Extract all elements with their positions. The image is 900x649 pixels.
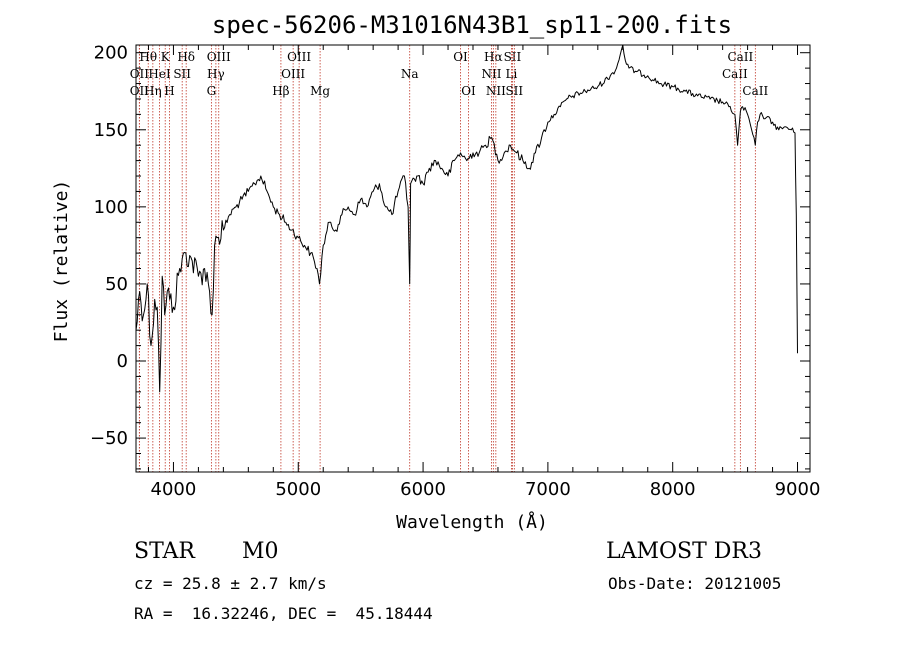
x-tick-label: 9000	[775, 479, 821, 500]
spectral-line-label: Na	[401, 67, 419, 81]
spectral-line-label: CaII	[742, 84, 768, 98]
axes: 4000 5000 6000 7000 8000 9000 −50 0 50 100 150 200	[90, 43, 820, 500]
spectral-line-markers: HθHηOIIOIIHeIKHSIIHδGHγOIIIHβOIIIOIIIMgN…	[130, 45, 768, 472]
spectral-line-label: NII	[481, 67, 501, 81]
spectrum-series-line	[135, 44, 798, 393]
spectral-line-label: Mg	[310, 84, 330, 98]
x-tick-label: 5000	[275, 479, 321, 500]
x-tick-label: 8000	[650, 479, 696, 500]
spectral-line-label: Hθ	[139, 50, 157, 64]
spectral-line-label: CaII	[727, 50, 753, 64]
y-tick-label: 200	[94, 43, 128, 64]
spectrum-chart: spec-56206-M31016N43B1_sp11-200.fits Hθ H…	[51, 11, 820, 533]
spectrum-data	[135, 44, 798, 393]
y-tick-label: 50	[105, 274, 128, 295]
y-tick-label: 0	[117, 351, 128, 372]
spectral-line-label: Hβ	[272, 84, 289, 98]
survey-name: LAMOST DR3	[606, 539, 762, 564]
chart-title: spec-56206-M31016N43B1_sp11-200.fits	[212, 11, 732, 39]
plot-frame	[135, 44, 811, 473]
x-tick-label: 6000	[400, 479, 446, 500]
spectral-line-label: NII	[486, 84, 506, 98]
spectral-line-label: Hα	[484, 50, 503, 64]
spectral-line-label: HeI	[148, 67, 171, 81]
spectral-line-label: H	[164, 84, 174, 98]
redshift-readout: cz = 25.8 ± 2.7 km/s	[134, 574, 327, 593]
coordinates-readout: RA = 16.32246, DEC = 45.18444	[134, 604, 433, 623]
observation-date: Obs-Date: 20121005	[608, 574, 782, 593]
spectral-line-label: OIII	[207, 50, 231, 64]
object-class: STAR	[134, 539, 195, 564]
x-axis-label: Wavelength (Å)	[396, 511, 548, 533]
spectral-line-label: OI	[453, 50, 468, 64]
object-subclass: M0	[242, 539, 279, 564]
spectral-line-label: Hγ	[207, 67, 225, 81]
spectral-line-label: OI	[461, 84, 476, 98]
x-tick-label: 4000	[151, 479, 197, 500]
spectral-line-label: Hδ	[177, 50, 195, 64]
spectral-line-label: OII	[130, 84, 150, 98]
x-tick-label: 7000	[525, 479, 571, 500]
y-axis-label: Flux (relative)	[51, 180, 72, 343]
spectral-line-label: SII	[505, 84, 523, 98]
y-tick-label: 100	[94, 197, 128, 218]
spectral-line-label: Hη	[144, 84, 162, 98]
spectral-line-label: G	[207, 84, 217, 98]
y-tick-label: −50	[90, 428, 128, 449]
spectral-line-label: CaII	[722, 67, 748, 81]
spectral-line-label: K	[161, 50, 171, 64]
spectral-line-label: SII	[173, 67, 191, 81]
spectral-line-label: SII	[504, 50, 522, 64]
y-tick-label: 150	[94, 120, 128, 141]
spectral-line-label: Li	[506, 67, 518, 81]
spectral-line-label: OIII	[287, 50, 311, 64]
spectral-line-label: OII	[130, 67, 150, 81]
spectral-line-label: OIII	[281, 67, 305, 81]
